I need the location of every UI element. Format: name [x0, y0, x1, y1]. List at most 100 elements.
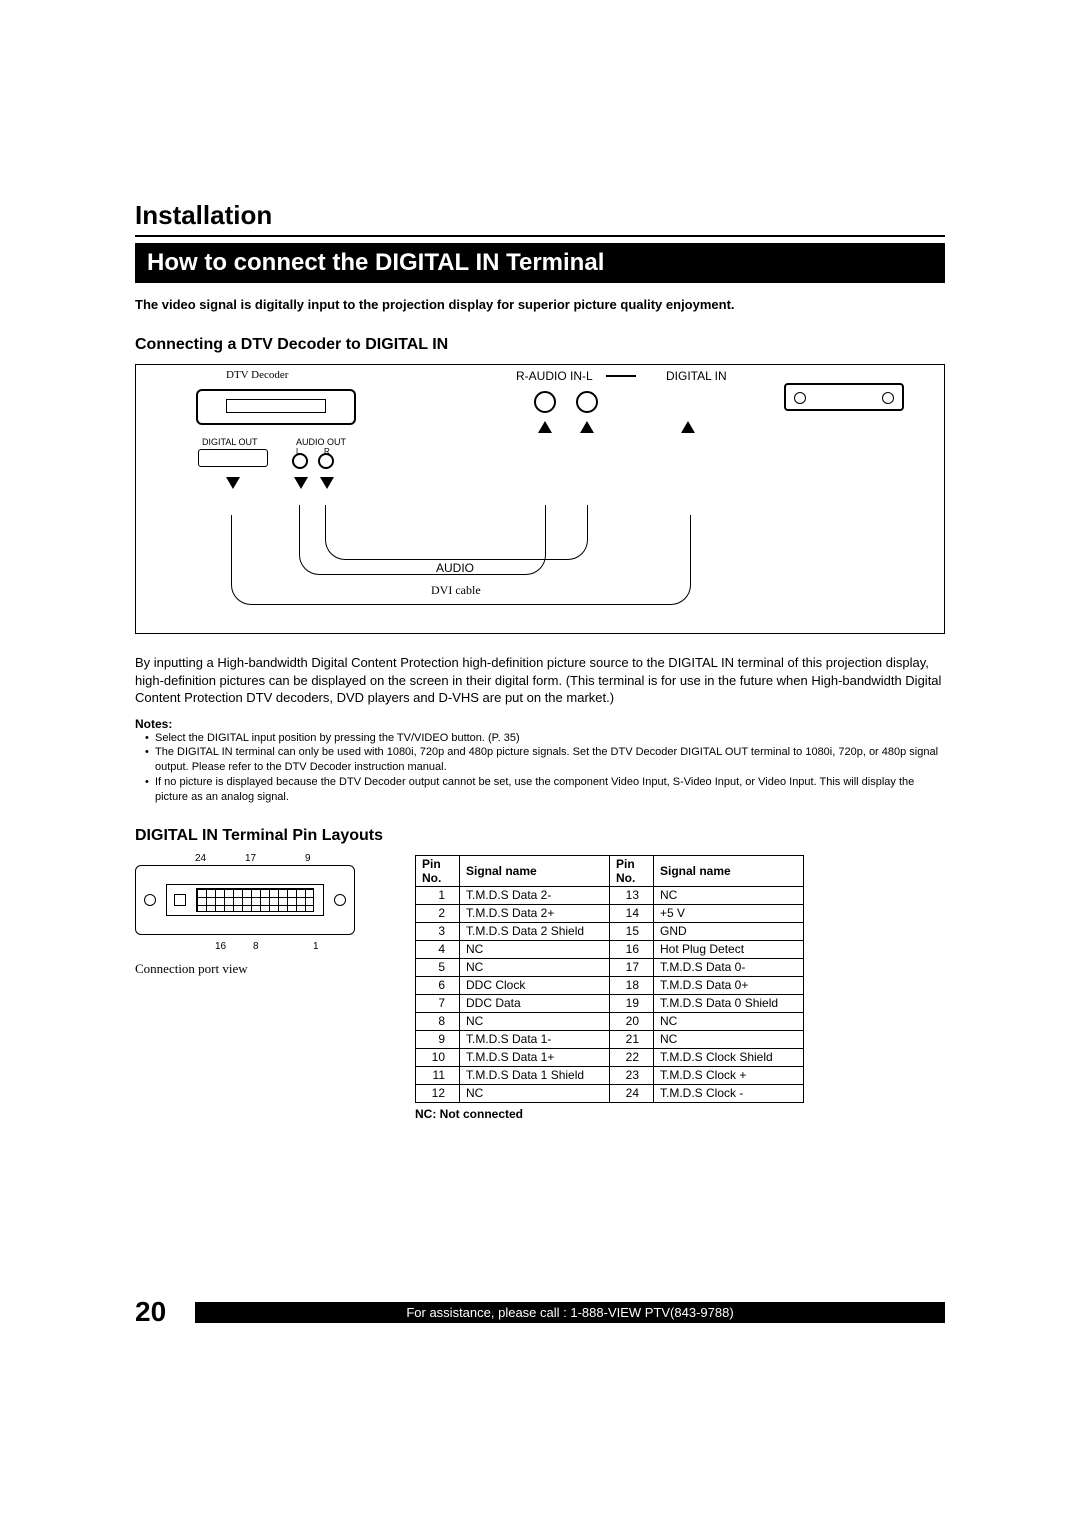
signal-name: T.M.D.S Data 0+ [654, 976, 804, 994]
arrow-down-icon [294, 477, 308, 489]
line-icon [606, 375, 636, 377]
signal-name: T.M.D.S Data 2- [460, 886, 610, 904]
pin-number: 3 [416, 922, 460, 940]
pin-number: 13 [610, 886, 654, 904]
table-row: 7DDC Data [416, 994, 610, 1012]
pin-number: 15 [610, 922, 654, 940]
signal-name: +5 V [654, 904, 804, 922]
pin-number: 6 [416, 976, 460, 994]
pin-table-right: Pin No. Signal name 13NC14+5 V15GND16Hot… [609, 855, 804, 1103]
table-row: 3T.M.D.S Data 2 Shield [416, 922, 610, 940]
pin-number: 1 [416, 886, 460, 904]
table-row: 17T.M.D.S Data 0- [610, 958, 804, 976]
r-audio-in-l-label: R-AUDIO IN-L [516, 369, 593, 383]
screw-icon [794, 392, 806, 404]
section-title: Installation [135, 200, 945, 237]
decoder-tray-icon [226, 399, 326, 413]
table-row: 2T.M.D.S Data 2+ [416, 904, 610, 922]
dvi-out-icon [198, 449, 268, 467]
pin-number: 7 [416, 994, 460, 1012]
pin-number: 17 [610, 958, 654, 976]
signal-name: NC [654, 886, 804, 904]
signal-name: NC [654, 1030, 804, 1048]
screw-icon [144, 894, 156, 906]
table-row: 9T.M.D.S Data 1- [416, 1030, 610, 1048]
table-row: 6DDC Clock [416, 976, 610, 994]
note-item: If no picture is displayed because the D… [145, 775, 945, 805]
nc-note: NC: Not connected [415, 1107, 804, 1121]
col-pin: Pin No. [610, 855, 654, 886]
pin-number: 5 [416, 958, 460, 976]
decoder-label: DTV Decoder [226, 369, 288, 381]
signal-name: NC [460, 1084, 610, 1102]
signal-name: T.M.D.S Data 2 Shield [460, 922, 610, 940]
audio-out-label: AUDIO OUT [296, 437, 346, 447]
signal-name: NC [460, 940, 610, 958]
table-row: 8NC [416, 1012, 610, 1030]
pin-number: 12 [416, 1084, 460, 1102]
description-text: By inputting a High-bandwidth Digital Co… [135, 654, 945, 707]
table-row: 13NC [610, 886, 804, 904]
signal-name: T.M.D.S Clock - [654, 1084, 804, 1102]
pin-number: 2 [416, 904, 460, 922]
signal-name: T.M.D.S Data 1+ [460, 1048, 610, 1066]
digital-out-label: DIGITAL OUT [202, 437, 258, 447]
table-row: 20NC [610, 1012, 804, 1030]
port-slot-icon [174, 894, 186, 906]
signal-name: NC [460, 1012, 610, 1030]
signal-name: Hot Plug Detect [654, 940, 804, 958]
signal-name: NC [460, 958, 610, 976]
arrow-down-icon [226, 477, 240, 489]
page-number: 20 [135, 1296, 195, 1328]
port-diagram-column: 24 17 9 16 8 1 Connection port view [135, 855, 355, 1121]
port-num-24: 24 [195, 853, 206, 864]
connection-diagram: DTV Decoder DIGITAL OUT AUDIO OUT L R R-… [135, 364, 945, 634]
table-row: 5NC [416, 958, 610, 976]
rca-in-r-icon [534, 391, 556, 413]
table-row: 1T.M.D.S Data 2- [416, 886, 610, 904]
pin-layout-section: 24 17 9 16 8 1 Connection port view Pin … [135, 855, 945, 1121]
arrow-down-icon [320, 477, 334, 489]
signal-name: T.M.D.S Data 2+ [460, 904, 610, 922]
arrow-up-icon [580, 421, 594, 433]
pin-number: 14 [610, 904, 654, 922]
table-row: 18T.M.D.S Data 0+ [610, 976, 804, 994]
pin-number: 9 [416, 1030, 460, 1048]
signal-name: T.M.D.S Clock Shield [654, 1048, 804, 1066]
signal-name: T.M.D.S Data 0- [654, 958, 804, 976]
port-pins-icon [196, 888, 314, 912]
note-item: Select the DIGITAL input position by pre… [145, 731, 945, 746]
pin-number: 11 [416, 1066, 460, 1084]
dvi-in-icon [784, 383, 904, 411]
port-num-16: 16 [215, 941, 226, 952]
pin-number: 19 [610, 994, 654, 1012]
pin-number: 20 [610, 1012, 654, 1030]
signal-name: DDC Clock [460, 976, 610, 994]
pin-number: 24 [610, 1084, 654, 1102]
table-row: 19T.M.D.S Data 0 Shield [610, 994, 804, 1012]
table-row: 15GND [610, 922, 804, 940]
banner-heading: How to connect the DIGITAL IN Terminal [135, 243, 945, 283]
signal-name: NC [654, 1012, 804, 1030]
screw-icon [334, 894, 346, 906]
table-row: 21NC [610, 1030, 804, 1048]
pin-number: 16 [610, 940, 654, 958]
col-pin: Pin No. [416, 855, 460, 886]
pin-number: 4 [416, 940, 460, 958]
arrow-up-icon [538, 421, 552, 433]
signal-name: T.M.D.S Data 1 Shield [460, 1066, 610, 1084]
screw-icon [882, 392, 894, 404]
page-footer: 20 For assistance, please call : 1-888-V… [135, 1296, 945, 1328]
subheading-pinlayouts: DIGITAL IN Terminal Pin Layouts [135, 827, 945, 845]
signal-name: T.M.D.S Clock + [654, 1066, 804, 1084]
port-num-17: 17 [245, 853, 256, 864]
notes-list: Select the DIGITAL input position by pre… [135, 731, 945, 805]
arrow-up-icon [681, 421, 695, 433]
signal-name: DDC Data [460, 994, 610, 1012]
col-signal: Signal name [654, 855, 804, 886]
table-row: 11T.M.D.S Data 1 Shield [416, 1066, 610, 1084]
pin-number: 22 [610, 1048, 654, 1066]
signal-name: T.M.D.S Data 0 Shield [654, 994, 804, 1012]
pin-number: 23 [610, 1066, 654, 1084]
port-num-8: 8 [253, 941, 259, 952]
